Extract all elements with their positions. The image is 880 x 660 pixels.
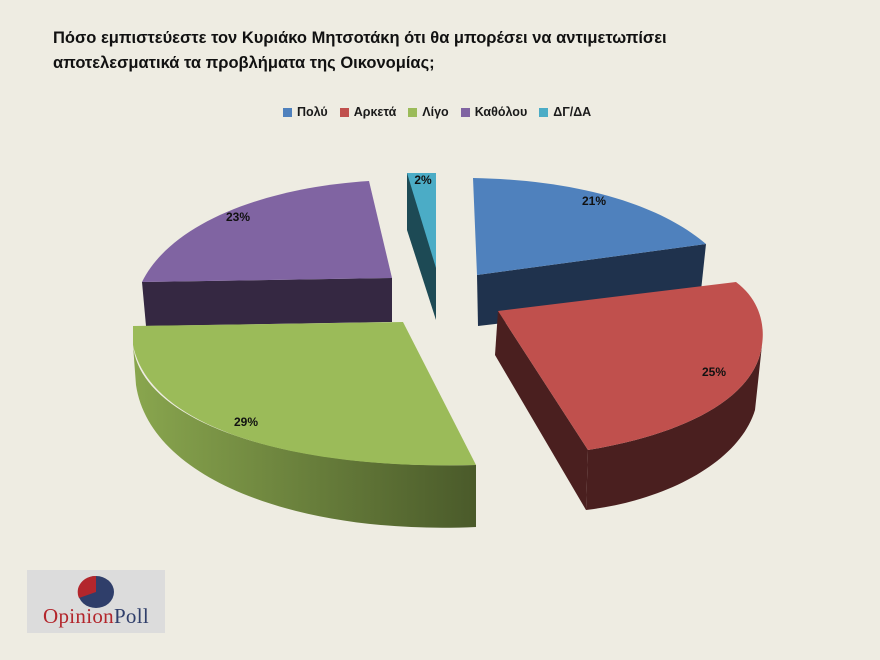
label-poly: 21% bbox=[582, 194, 606, 208]
slice-ligo bbox=[133, 322, 476, 528]
legend-swatch-icon bbox=[460, 107, 470, 117]
legend-item-dgda: ΔΓ/ΔΑ bbox=[539, 105, 591, 119]
legend-label: Αρκετά bbox=[353, 105, 397, 119]
legend-swatch-icon bbox=[339, 107, 349, 117]
chart-title: Πόσο εμπιστεύεστε τον Κυριάκο Μητσοτάκη … bbox=[53, 26, 813, 76]
legend-item-arketa: Αρκετά bbox=[339, 105, 397, 119]
label-ligo: 29% bbox=[234, 415, 258, 429]
legend-label: Πολύ bbox=[297, 105, 328, 119]
legend-swatch-icon bbox=[408, 107, 418, 117]
slice-katholou bbox=[142, 181, 392, 326]
legend-swatch-icon bbox=[539, 107, 549, 117]
chart-title-line1: Πόσο εμπιστεύεστε τον Κυριάκο Μητσοτάκη … bbox=[53, 29, 667, 47]
label-arketa: 25% bbox=[702, 365, 726, 379]
legend-label: Λίγο bbox=[422, 105, 449, 119]
logo-text: OpinionPoll bbox=[43, 604, 149, 628]
legend-item-katholou: Καθόλου bbox=[460, 105, 528, 119]
legend-item-ligo: Λίγο bbox=[408, 105, 449, 119]
logo-pie-icon bbox=[77, 575, 114, 608]
legend-label: Καθόλου bbox=[474, 105, 528, 119]
legend-item-poly: Πολύ bbox=[283, 105, 328, 119]
slice-dgda bbox=[407, 173, 436, 320]
label-katholou: 23% bbox=[226, 210, 250, 224]
slice-arketa bbox=[495, 282, 763, 510]
chart-legend: Πολύ Αρκετά Λίγο Καθόλου ΔΓ/ΔΑ bbox=[283, 105, 591, 119]
opinionpoll-logo: OpinionPoll bbox=[27, 570, 165, 633]
legend-label: ΔΓ/ΔΑ bbox=[553, 105, 592, 119]
chart-title-line2: αποτελεσματικά τα προβλήματα της Οικονομ… bbox=[53, 54, 435, 72]
legend-swatch-icon bbox=[283, 107, 292, 117]
label-dgda: 2% bbox=[414, 173, 432, 187]
